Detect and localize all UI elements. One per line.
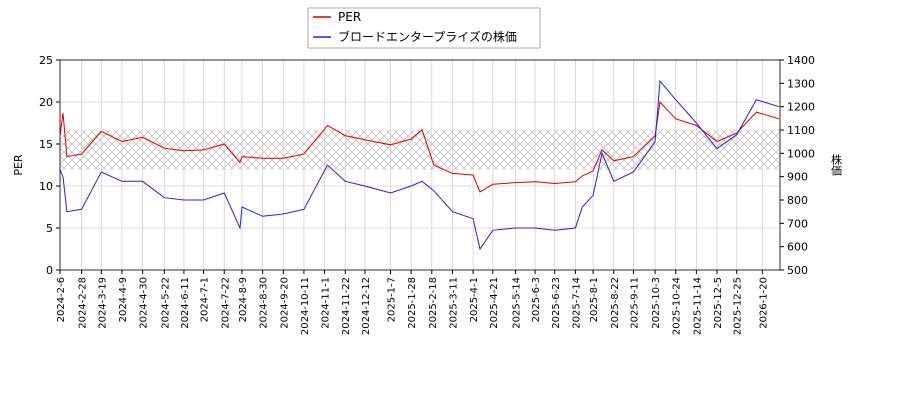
x-tick-label: 2024-11-1 (321, 277, 332, 329)
legend: PER ブロードエンタープライズの株価 (307, 7, 541, 49)
y-tick-label: 15 (39, 138, 53, 151)
x-tick-label: 2024-4-9 (118, 277, 129, 322)
x-tick-label: 2024-8-30 (259, 277, 270, 329)
x-tick-label: 2025-8-1 (589, 277, 600, 322)
y2-tick-label: 1000 (787, 147, 815, 160)
x-tick-label: 2026-1-20 (758, 277, 769, 329)
plot-frame (59, 59, 781, 271)
x-tick-label: 2024-12-12 (361, 277, 372, 335)
x-tick-label: 2025-12-5 (713, 277, 724, 329)
x-tick-label: 2025-4-21 (489, 277, 500, 329)
x-tick-label: 2025-10-24 (672, 277, 683, 335)
y2-axis-label: 株価 (830, 153, 843, 176)
x-tick-label: 2024-10-11 (300, 277, 311, 335)
y2-tick-label: 900 (787, 171, 808, 184)
y-tick-label: 0 (46, 264, 53, 277)
x-tick-label: 2025-4-1 (469, 277, 480, 322)
y2-tick-label: 500 (787, 264, 808, 277)
x-tick-label: 2025-12-25 (733, 277, 744, 335)
plot-lines (60, 79, 780, 251)
x-tick-label: 2024-4-30 (139, 277, 150, 329)
x-tick-label: 2025-3-11 (448, 277, 459, 329)
y2-tick-label: 700 (787, 217, 808, 230)
x-tick-label: 2024-9-20 (279, 277, 290, 329)
x-tick-label: 2024-8-9 (238, 277, 249, 322)
x-tick-label: 2025-6-3 (531, 277, 542, 322)
x-tick-label: 2024-6-11 (180, 277, 191, 329)
y2-tick-label: 1400 (787, 54, 815, 67)
x-tick-label: 2024-3-19 (97, 277, 108, 329)
x-tick-label: 2024-7-22 (220, 277, 231, 329)
x-tick-label: 2025-9-11 (629, 277, 640, 329)
x-tick-label: 2025-10-3 (651, 277, 662, 329)
y-tick-label: 25 (39, 54, 53, 67)
y-tick-label: 5 (46, 222, 53, 235)
y-tick-label: 10 (39, 180, 53, 193)
x-tick-label: 2025-7-14 (571, 277, 582, 329)
y-tick-label: 20 (39, 96, 53, 109)
series-line (60, 100, 780, 193)
y2-tick-label: 1200 (787, 101, 815, 114)
legend-label: PER (338, 10, 361, 24)
x-tick-label: 2025-1-28 (407, 277, 418, 329)
x-tick-label: 2025-5-14 (511, 277, 522, 329)
x-tick-label: 2024-2-6 (56, 277, 67, 322)
legend-box (307, 7, 541, 49)
y2-tick-label: 1300 (787, 77, 815, 90)
y2-tick-label: 800 (787, 194, 808, 207)
y2-tick-label: 600 (787, 241, 808, 254)
x-tick-label: 2025-11-14 (692, 277, 703, 335)
x-tick-label: 2025-1-7 (386, 277, 397, 322)
y-axis-label: PER (12, 154, 25, 176)
y2-tick-label: 1100 (787, 124, 815, 137)
x-tick-label: 2024-5-22 (160, 277, 171, 329)
x-tick-label: 2025-8-22 (610, 277, 621, 329)
x-tick-label: 2025-6-23 (551, 277, 562, 329)
series-line (60, 79, 780, 251)
x-tick-label: 2025-2-18 (428, 277, 439, 329)
x-tick-label: 2024-7-1 (200, 277, 211, 322)
x-tick-label: 2024-2-28 (78, 277, 89, 329)
x-tick-label: 2024-11-22 (341, 277, 352, 335)
legend-label: ブロードエンタープライズの株価 (338, 29, 517, 44)
hatch-band (60, 129, 780, 171)
